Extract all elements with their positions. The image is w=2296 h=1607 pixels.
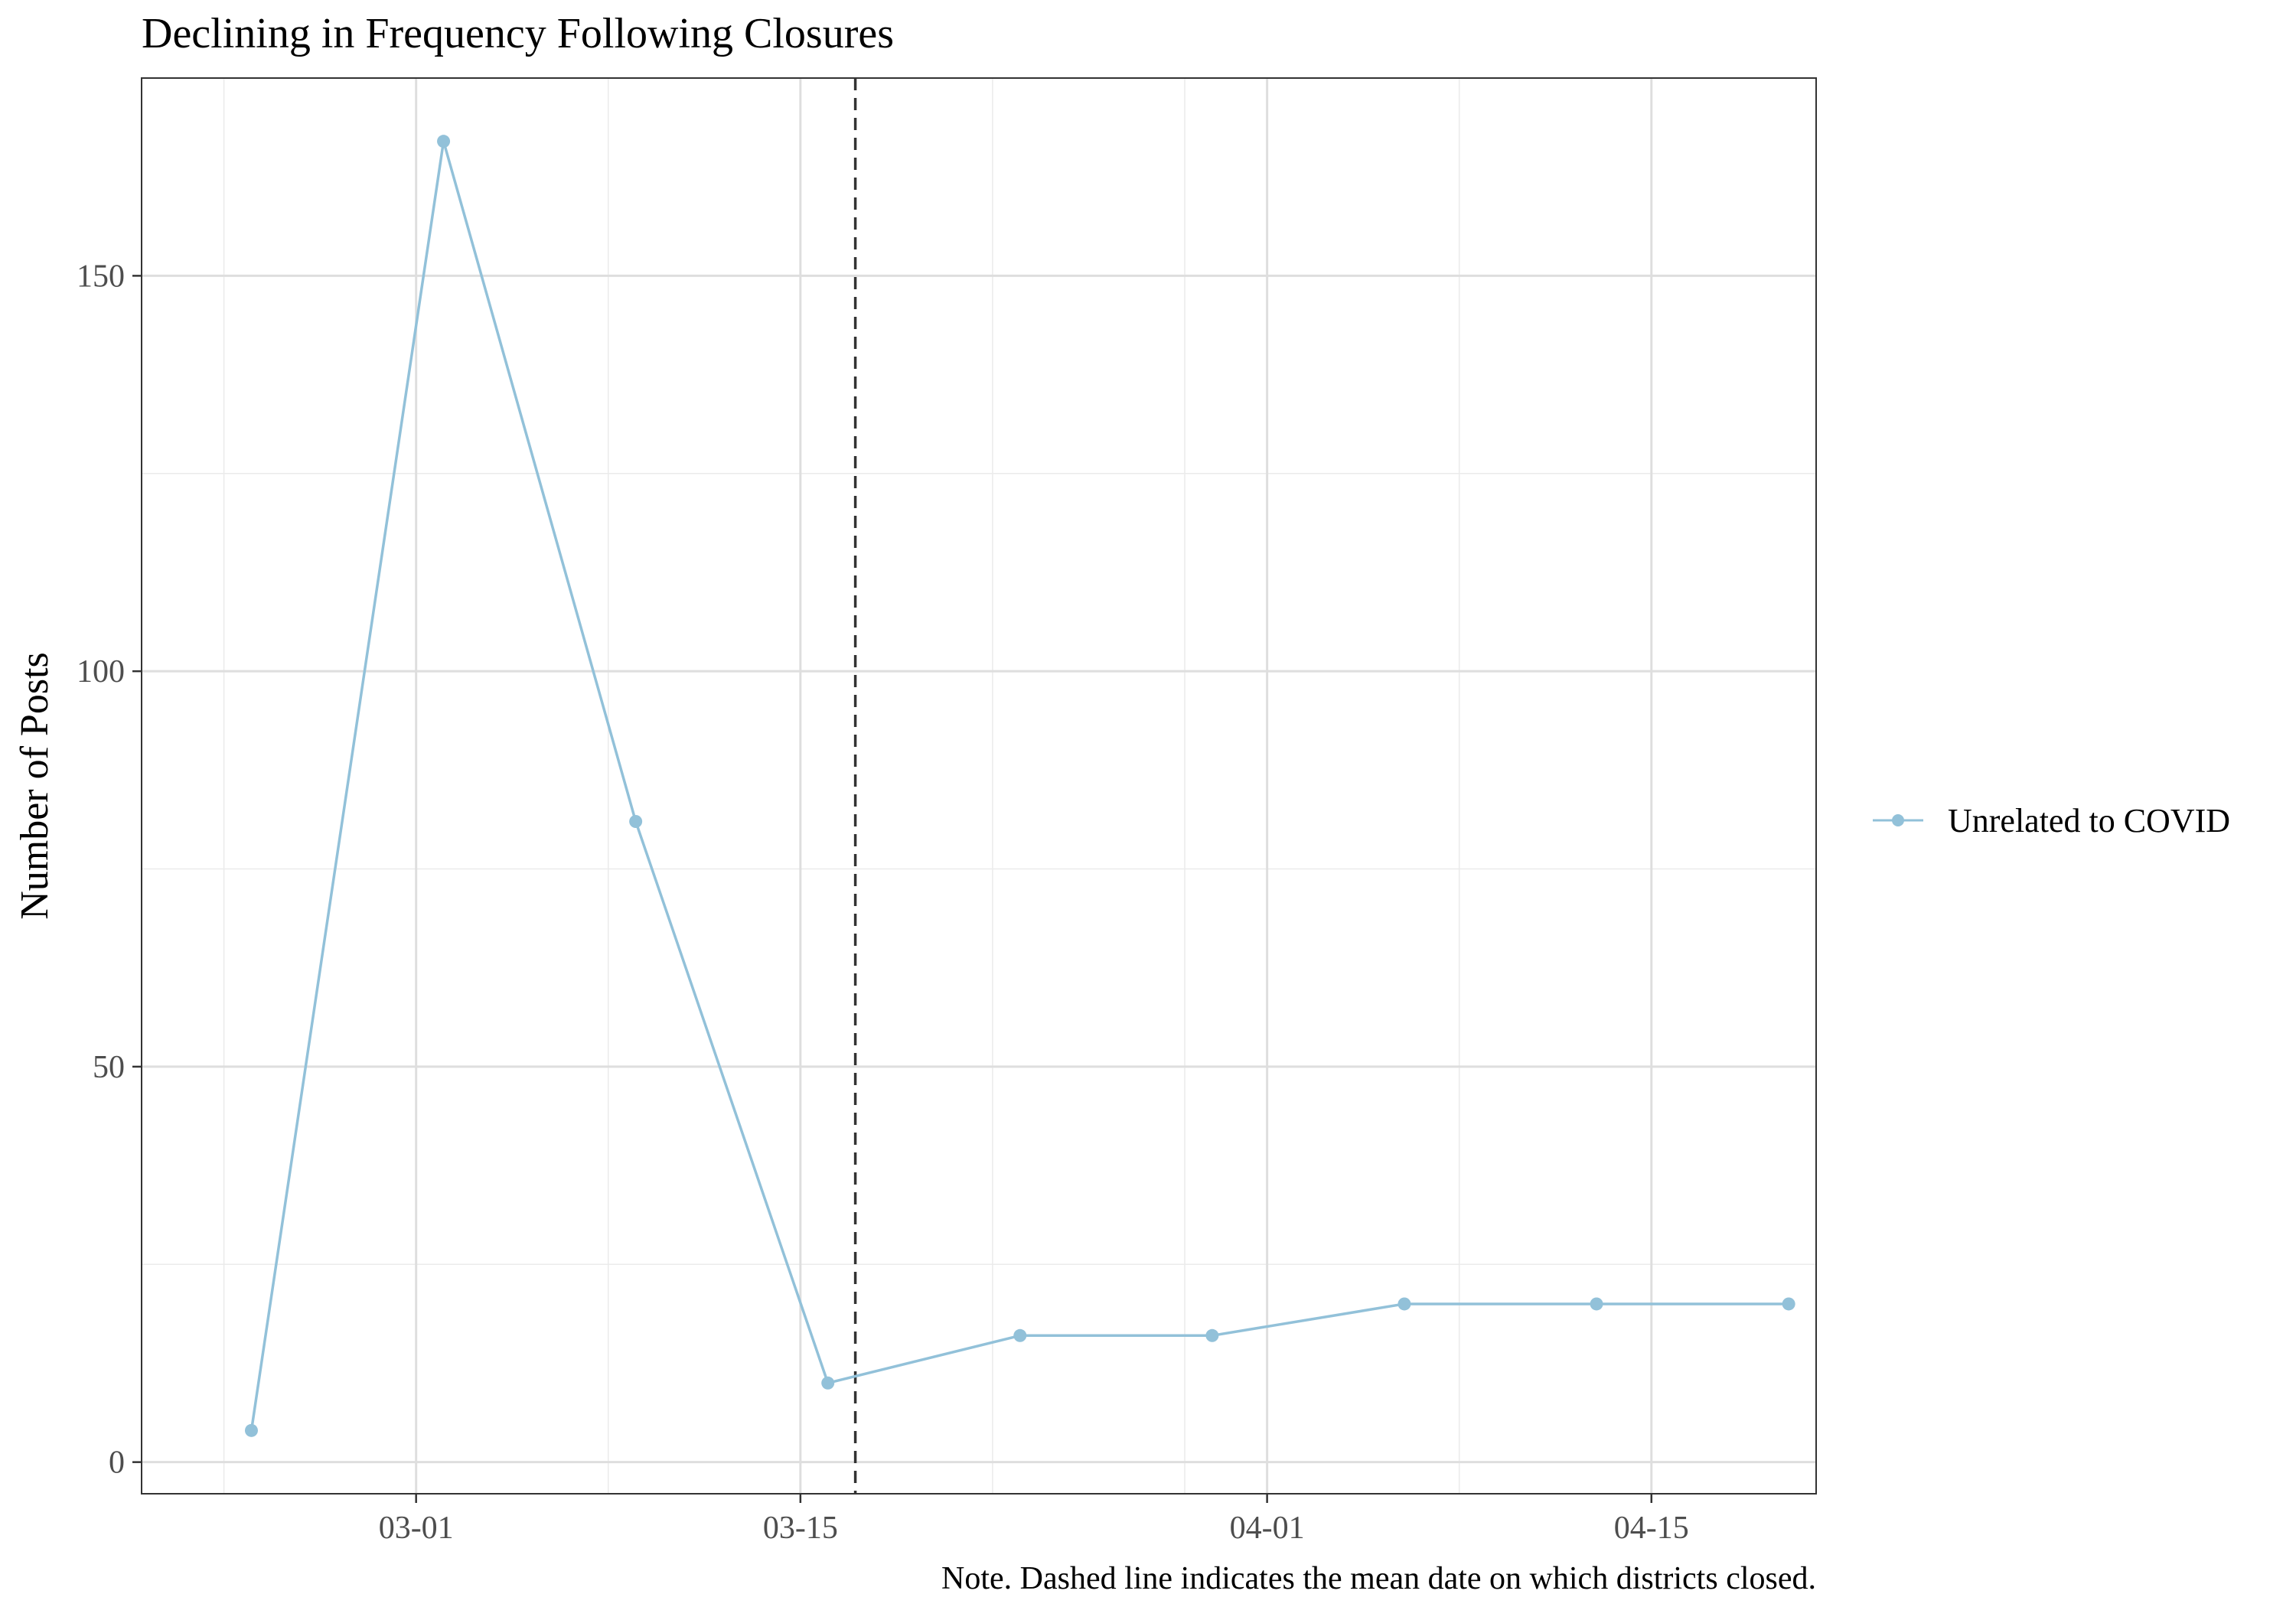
x-tick-label: 04-15 — [1614, 1511, 1689, 1546]
x-tick-label: 03-15 — [763, 1511, 838, 1546]
data-point — [629, 815, 643, 829]
data-point — [1205, 1328, 1219, 1342]
series-layer — [244, 135, 1795, 1437]
series-line-unrelated-to-covid — [249, 139, 1789, 1431]
y-tick-label: 50 — [93, 1050, 125, 1085]
y-tick-label: 150 — [77, 259, 125, 294]
data-point — [437, 135, 451, 148]
y-axis-label: Number of Posts — [13, 652, 57, 920]
data-point — [1397, 1297, 1411, 1311]
legend-label-unrelated-to-covid: Unrelated to COVID — [1948, 802, 2230, 839]
data-point — [1590, 1297, 1603, 1311]
x-tick-label: 03-01 — [379, 1511, 454, 1546]
chart-title: Declining in Frequency Following Closure… — [142, 10, 894, 57]
data-point — [1013, 1328, 1027, 1342]
plot-panel-border — [141, 77, 1817, 1495]
x-tick-label: 04-01 — [1230, 1511, 1305, 1546]
legend-key-point — [1892, 814, 1904, 826]
legend: Unrelated to COVID — [1873, 802, 2230, 839]
data-point — [244, 1423, 258, 1437]
y-tick-label: 0 — [109, 1446, 125, 1481]
chart-note: Note. Dashed line indicates the mean dat… — [941, 1561, 1816, 1596]
grid-lines — [142, 78, 1816, 1494]
data-point — [1782, 1297, 1795, 1311]
data-point — [821, 1376, 835, 1390]
axis-layer: 0 50 100 150 03-01 03-15 04-01 04-15 — [77, 259, 1689, 1546]
y-tick-label: 100 — [77, 654, 125, 689]
